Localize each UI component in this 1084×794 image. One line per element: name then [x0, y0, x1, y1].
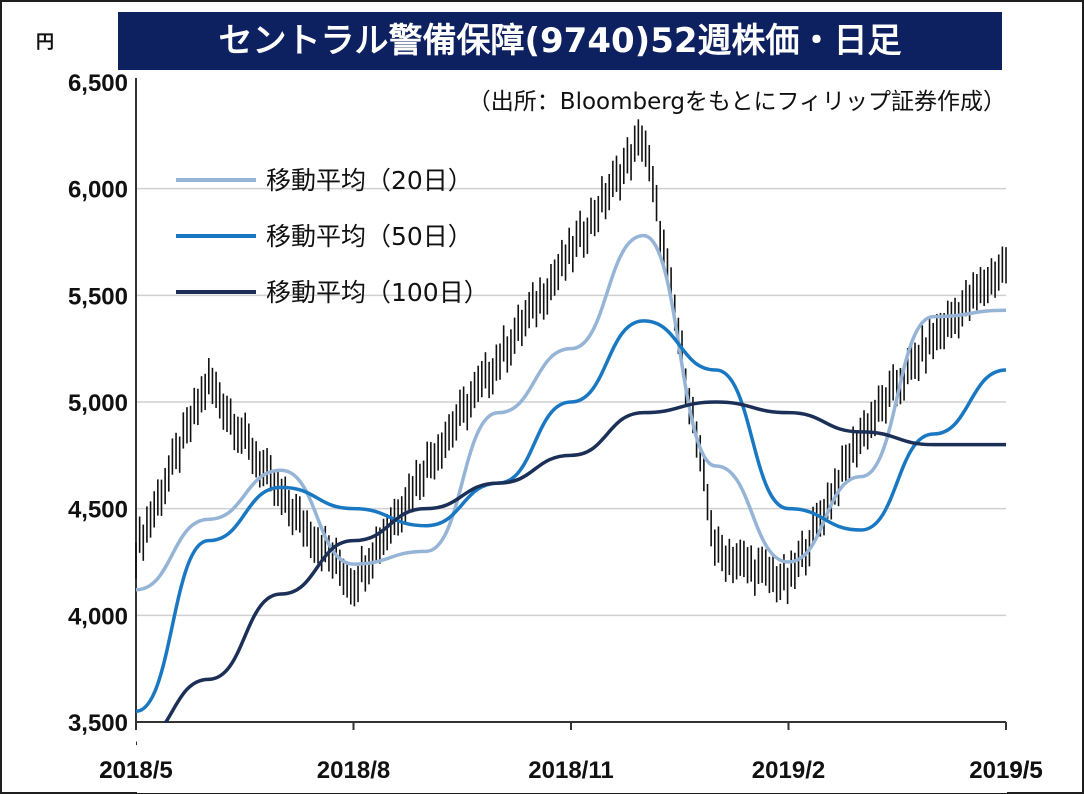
below-axis-mask [137, 723, 1007, 793]
x-tick-label: 2018/5 [99, 757, 172, 784]
legend-label: 移動平均（20日） [266, 166, 473, 195]
x-tick-label: 2019/2 [752, 757, 825, 784]
legend-label: 移動平均（100日） [266, 278, 489, 307]
y-tick-label: 4,000 [68, 603, 128, 630]
ma20-line [135, 233, 1007, 592]
ma100-line [135, 400, 1006, 746]
x-tick-label: 2018/11 [528, 757, 613, 784]
legend-label: 移動平均（50日） [266, 222, 473, 251]
ma50-line [135, 319, 1007, 714]
chart-title: セントラル警備保障(9740)52週株価・日足 [118, 12, 1002, 70]
y-tick-label: 6,000 [68, 177, 128, 204]
source-note: （出所：Bloombergをもとにフィリップ証券作成） [467, 89, 1006, 115]
y-tick-label: 5,000 [68, 390, 128, 417]
y-tick-label: 4,500 [68, 497, 128, 524]
y-tick-label: 6,500 [68, 70, 128, 97]
y-tick-label: 5,500 [68, 283, 128, 310]
x-tick-label: 2018/8 [317, 757, 390, 784]
y-unit-label: 円 [36, 32, 54, 53]
price-series [135, 119, 1007, 607]
y-tick-label: 3,500 [68, 710, 128, 737]
x-tick-label: 2019/5 [969, 757, 1042, 784]
